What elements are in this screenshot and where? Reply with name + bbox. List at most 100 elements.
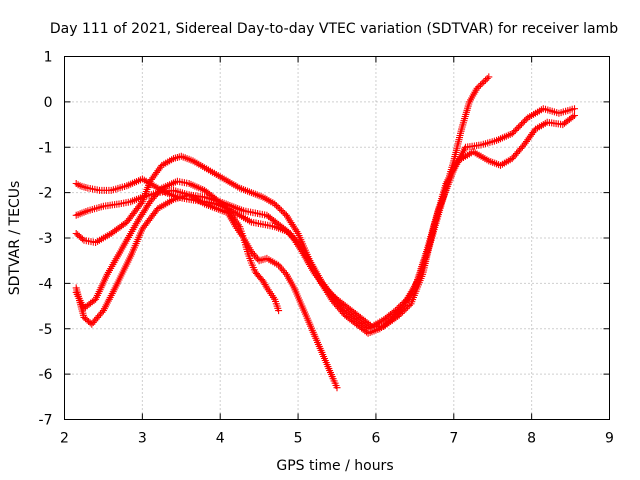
data-point: [478, 79, 486, 87]
data-point: [89, 319, 97, 326]
data-point: [333, 384, 341, 392]
data-point: [97, 310, 104, 318]
data-point: [517, 144, 525, 152]
data-point: [395, 311, 403, 319]
data-point: [334, 303, 341, 311]
data-point: [331, 299, 339, 307]
data-point: [514, 148, 522, 156]
data-point: [121, 219, 129, 227]
data-point: [485, 73, 493, 81]
data-series: [72, 73, 578, 392]
data-point: [78, 235, 86, 243]
data-point: [335, 304, 343, 312]
data-point: [571, 112, 578, 119]
data-point: [508, 130, 516, 138]
data-point: [332, 301, 340, 309]
data-point: [483, 75, 491, 82]
data-point: [482, 76, 489, 84]
data-point: [516, 122, 524, 130]
y-tick-label: -4: [39, 276, 53, 292]
y-tick-label: -2: [39, 186, 53, 202]
series-track-3: [72, 112, 578, 330]
data-point: [219, 201, 226, 209]
chart-title: Day 111 of 2021, Sidereal Day-to-day VTE…: [50, 21, 618, 37]
data-point: [277, 207, 285, 214]
data-point: [397, 310, 405, 317]
data-point: [521, 117, 529, 125]
x-tick-label: 7: [449, 431, 458, 447]
data-point: [336, 306, 344, 314]
data-point: [511, 151, 519, 159]
y-tick-label: -5: [39, 322, 53, 338]
data-point: [477, 81, 484, 89]
data-point: [511, 127, 519, 134]
data-point: [516, 146, 523, 154]
y-tick-label: 1: [44, 50, 53, 66]
data-point: [271, 200, 279, 208]
data-point: [519, 119, 527, 126]
data-point: [98, 308, 106, 316]
data-point: [281, 210, 289, 218]
data-point: [137, 199, 145, 207]
data-point: [473, 84, 481, 92]
data-point: [405, 301, 413, 309]
data-point: [475, 83, 483, 91]
x-tick-label: 2: [60, 431, 69, 447]
data-point: [325, 287, 333, 295]
data-point: [339, 309, 347, 317]
data-point: [330, 292, 338, 300]
y-tick-label: 0: [44, 95, 53, 111]
series-trace: [75, 108, 575, 334]
grid: [64, 56, 610, 420]
data-point: [510, 128, 518, 136]
data-point: [571, 105, 578, 113]
data-point: [276, 205, 284, 213]
data-point: [518, 120, 525, 128]
data-point: [275, 307, 283, 315]
data-point: [262, 282, 270, 290]
series-track-1: [72, 73, 493, 333]
data-point: [92, 315, 100, 323]
data-point: [321, 284, 329, 292]
x-tick-label: 8: [527, 431, 536, 447]
data-point: [404, 303, 412, 311]
data-point: [91, 317, 99, 325]
x-axis-ticks: 2 3 4 5 6 7 8 9: [60, 56, 614, 447]
data-point: [323, 286, 331, 293]
data-point: [338, 308, 346, 316]
x-tick-label: 5: [294, 431, 303, 447]
y-axis-label: SDTVAR / TECUs: [7, 181, 23, 296]
data-point: [272, 202, 280, 210]
series-track-5: [72, 186, 341, 392]
data-point: [399, 308, 407, 316]
y-axis-ticks: -7 -6 -5 -4 -3 -2 -1 0 1: [39, 50, 610, 429]
data-point: [285, 228, 293, 236]
data-point: [329, 298, 337, 305]
data-point: [402, 305, 410, 313]
data-point: [394, 312, 402, 320]
data-point: [95, 312, 103, 320]
y-tick-label: -7: [39, 413, 53, 429]
data-point: [400, 306, 408, 314]
data-point: [279, 208, 287, 216]
data-point: [510, 153, 518, 161]
x-tick-label: 3: [138, 431, 147, 447]
x-tick-label: 4: [216, 431, 225, 447]
data-point: [88, 320, 96, 328]
data-point: [513, 125, 521, 133]
data-point: [146, 198, 154, 206]
y-tick-label: -6: [39, 367, 53, 383]
x-tick-label: 9: [605, 431, 614, 447]
data-point: [514, 123, 522, 131]
data-point: [94, 313, 102, 321]
data-point: [508, 155, 516, 163]
x-axis-label: GPS time / hours: [276, 458, 393, 474]
data-point: [513, 150, 521, 157]
x-tick-label: 6: [371, 431, 380, 447]
data-point: [274, 203, 282, 211]
y-tick-label: -1: [39, 140, 53, 156]
y-tick-label: -3: [39, 231, 53, 247]
data-point: [480, 78, 488, 86]
data-point: [328, 290, 336, 298]
